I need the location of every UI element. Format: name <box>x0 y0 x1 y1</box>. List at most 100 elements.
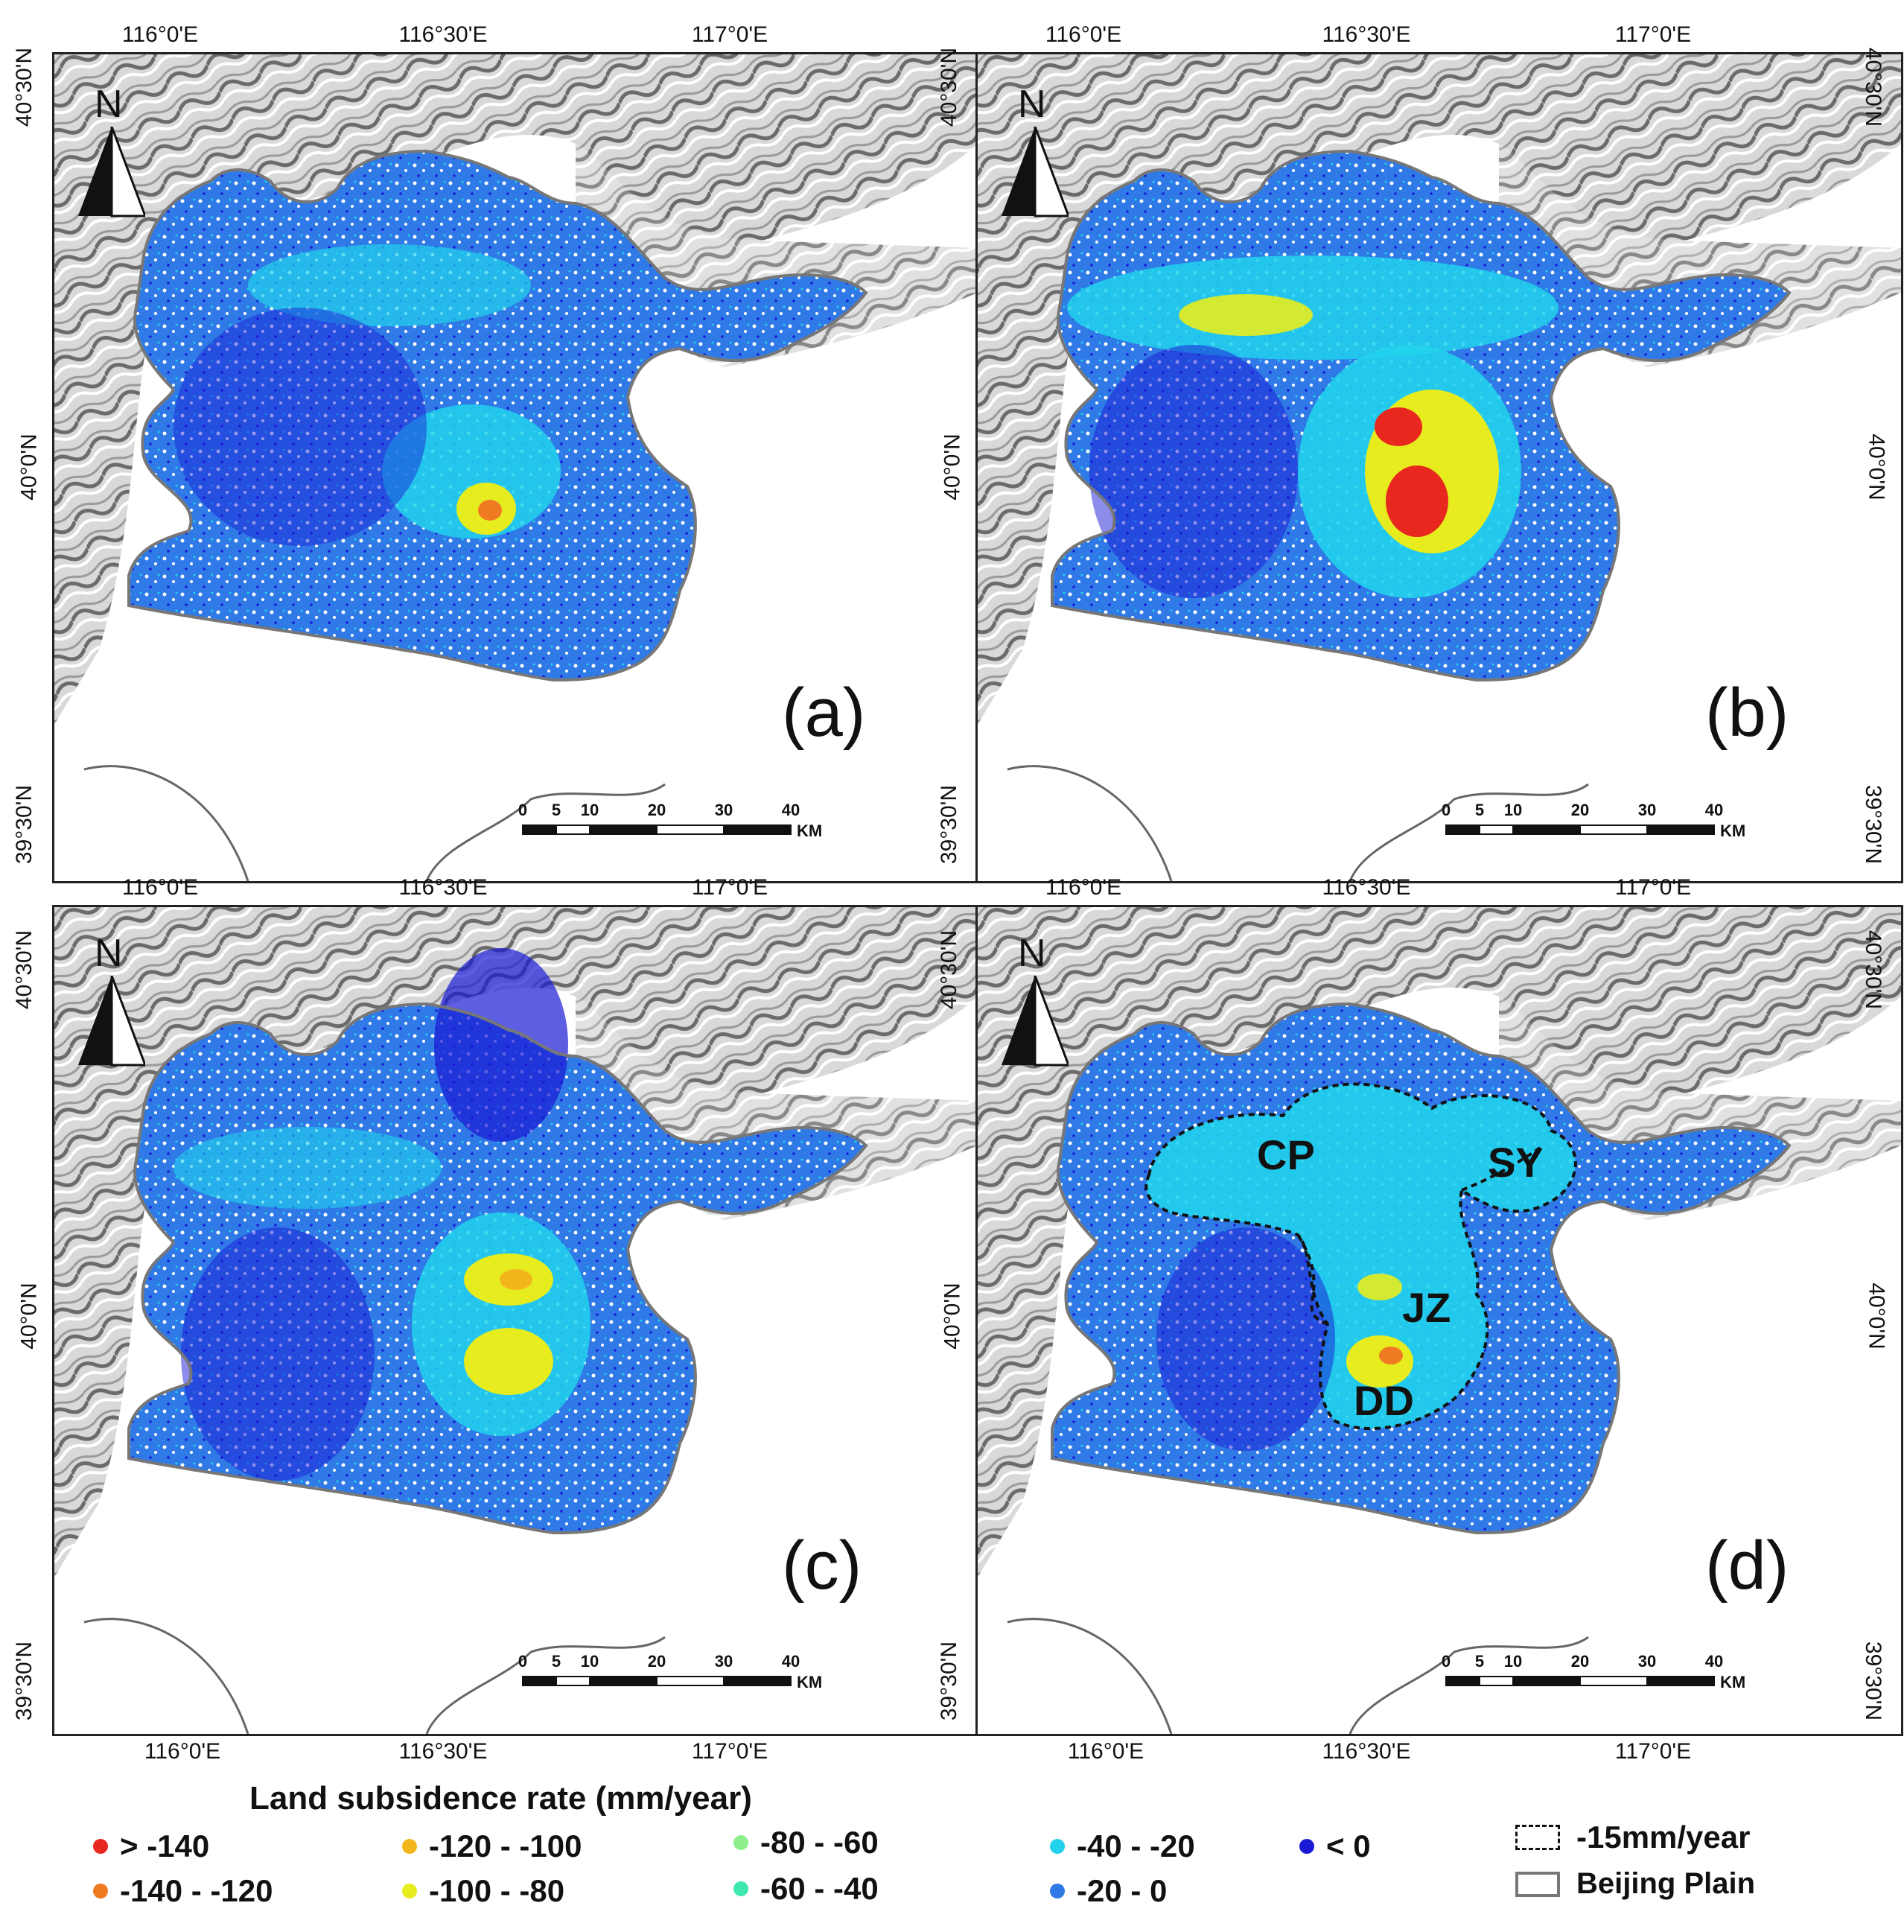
dashed-outline-icon <box>1515 1825 1560 1850</box>
lat-label-right-c-2: 40°0'N <box>940 1283 965 1350</box>
lon-label-mid-c-3: 117°0'E <box>691 875 768 900</box>
scale-bar-graphic <box>1445 1676 1715 1686</box>
scale-tick-label: 20 <box>1570 1652 1590 1671</box>
subsidence-hotspots-d <box>1144 1082 1577 1451</box>
legend-item-120-100: -120 - -100 <box>402 1828 582 1864</box>
scale-bar-segment <box>1512 1676 1581 1686</box>
scale-tick-label: 40 <box>1704 1652 1724 1671</box>
legend-label: < 0 <box>1326 1828 1371 1863</box>
scale-bar-segment <box>555 1676 590 1686</box>
lat-label-right-b-3: 39°30'N <box>1861 784 1886 865</box>
north-arrow-c: N <box>78 931 145 1073</box>
scale-tick-label: 10 <box>1503 801 1523 819</box>
lon-label-mid-d-2: 116°30'E <box>1322 875 1411 900</box>
lat-label-right-c-1: 40°30'N <box>937 930 962 1010</box>
legend-label: > -140 <box>120 1828 210 1863</box>
subsidence-hotspots-b <box>1067 255 1558 598</box>
lat-label-right-c-3: 39°30'N <box>937 1641 962 1721</box>
lon-label-bottom-d-3: 117°0'E <box>1614 1739 1692 1764</box>
legend-label: -60 - -40 <box>760 1871 879 1906</box>
legend-swatch <box>402 1884 417 1898</box>
lat-label-right-b-1: 40°30'N <box>1861 47 1886 127</box>
legend-label: Beijing Plain <box>1576 1867 1756 1900</box>
legend-item-40-20: -40 - -20 <box>1050 1828 1195 1864</box>
lon-label-mid-d-3: 117°0'E <box>1614 875 1692 900</box>
scale-tick-label: 0 <box>1441 801 1451 819</box>
legend-item-80-60: -80 - -60 <box>733 1825 879 1860</box>
scale-bar-segment <box>1646 1676 1715 1686</box>
scale-bar-segment <box>589 1676 658 1686</box>
north-label: N <box>1018 932 1046 975</box>
scale-bar-segment <box>522 824 557 835</box>
scale-tick-label: 5 <box>1474 1652 1485 1671</box>
legend-swatch <box>1050 1839 1065 1854</box>
solid-outline-icon <box>1515 1871 1560 1897</box>
scale-bar-b: 0 5 10 20 30 40 KM <box>1441 801 1757 845</box>
lat-label-right-a-1: 40°30'N <box>937 47 962 127</box>
legend-item-lt-0: < 0 <box>1299 1828 1371 1864</box>
scale-tick-label: 40 <box>1704 801 1724 819</box>
legend-label: -140 - -120 <box>120 1873 273 1908</box>
map-panel-d: CP SY JZ DD <box>975 905 1903 1736</box>
lon-label-top-a-3: 117°0'E <box>691 22 768 47</box>
scale-bar-segment <box>1512 824 1581 835</box>
scale-tick-label: 10 <box>580 1652 599 1671</box>
north-arrow-b: N <box>1002 82 1069 223</box>
scale-tick-label: 0 <box>518 801 528 819</box>
north-arrow-icon <box>1002 976 1069 1067</box>
north-arrow-icon <box>78 127 145 217</box>
lon-label-bottom-d-1: 116°0'E <box>1067 1739 1144 1764</box>
scale-tick-label: 10 <box>580 801 599 819</box>
lat-label-right-a-3: 39°30'N <box>937 784 962 865</box>
legend-swatch <box>733 1835 748 1850</box>
legend-label: -15mm/year <box>1576 1820 1751 1855</box>
lon-label-mid-c-1: 116°0'E <box>121 875 199 900</box>
legend-swatch <box>1299 1839 1314 1854</box>
panel-letter-d: (d) <box>1705 1528 1789 1604</box>
legend-label: -40 - -20 <box>1077 1828 1195 1863</box>
scale-unit-label: KM <box>1720 822 1746 840</box>
legend-item-contour-15mm: -15mm/year <box>1515 1820 1750 1855</box>
panel-letter-b: (b) <box>1705 675 1789 751</box>
lon-label-top-a-1: 116°0'E <box>121 22 199 47</box>
lon-label-bottom-c-1: 116°0'E <box>144 1739 221 1764</box>
legend-swatch <box>93 1839 108 1854</box>
scale-bar-segment <box>1579 1676 1648 1686</box>
scale-tick-label: 0 <box>1441 1652 1451 1671</box>
scale-tick-label: 20 <box>647 801 666 819</box>
subsidence-contour-15mm <box>1144 1082 1577 1430</box>
zone-label-sy: SY <box>1488 1139 1544 1186</box>
scale-tick-label: 30 <box>1637 1652 1657 1671</box>
scale-bar-segment <box>555 824 590 835</box>
lon-label-top-b-3: 117°0'E <box>1614 22 1692 47</box>
lat-label-left-c-3: 39°30'N <box>12 1641 37 1721</box>
legend-item-20-0: -20 - 0 <box>1050 1873 1167 1909</box>
scale-bar-segment <box>1479 824 1514 835</box>
legend-label: -20 - 0 <box>1077 1873 1168 1908</box>
lon-label-mid-c-2: 116°30'E <box>398 875 488 900</box>
scale-unit-label: KM <box>797 1673 823 1691</box>
legend-label: -120 - -100 <box>429 1828 582 1863</box>
scale-bar-segment <box>1445 824 1480 835</box>
lat-label-left-a-3: 39°30'N <box>12 784 37 865</box>
scale-bar-segment <box>723 824 792 835</box>
panel-letter-a: (a) <box>782 675 866 751</box>
north-arrow-d: N <box>1002 931 1069 1073</box>
panel-letter-c: (c) <box>782 1528 862 1604</box>
lat-label-right-b-2: 40°0'N <box>1864 433 1889 501</box>
legend-item-gt-140: > -140 <box>93 1828 209 1864</box>
lat-label-left-c-2: 40°0'N <box>16 1283 42 1350</box>
scale-tick-label: 30 <box>714 801 733 819</box>
scale-tick-label: 40 <box>781 801 800 819</box>
scale-tick-label: 40 <box>781 1652 800 1671</box>
lon-label-top-a-2: 116°30'E <box>398 22 488 47</box>
scale-bar-segment <box>656 1676 725 1686</box>
zone-label-cp: CP <box>1257 1131 1315 1178</box>
scale-tick-label: 20 <box>1570 801 1590 819</box>
lat-label-left-c-1: 40°30'N <box>12 930 37 1010</box>
lat-label-right-d-3: 39°30'N <box>1861 1641 1886 1721</box>
scale-bar-segment <box>656 824 725 835</box>
north-arrow-a: N <box>78 82 145 223</box>
lat-label-left-a-2: 40°0'N <box>16 433 42 501</box>
lon-label-mid-d-1: 116°0'E <box>1045 875 1122 900</box>
